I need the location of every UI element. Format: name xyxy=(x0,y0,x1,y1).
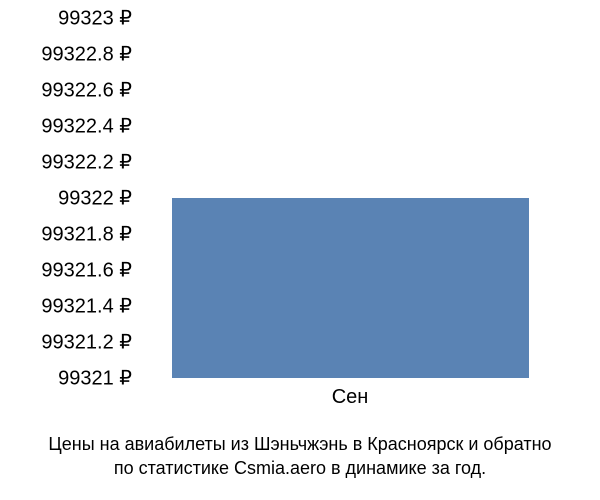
y-tick-label: 99322.8 ₽ xyxy=(41,42,140,67)
x-tick-label: Сен xyxy=(332,378,369,409)
y-tick-label: 99321.4 ₽ xyxy=(41,294,140,319)
y-tick-label: 99323 ₽ xyxy=(58,6,140,31)
y-tick-label: 99322 ₽ xyxy=(58,186,140,211)
bar xyxy=(172,198,529,378)
caption-line-2: по статистике Csmia.aero в динамике за г… xyxy=(114,458,486,478)
y-tick-label: 99321.2 ₽ xyxy=(41,330,140,355)
chart-caption: Цены на авиабилеты из Шэньчжэнь в Красно… xyxy=(0,432,600,481)
y-tick-label: 99322.6 ₽ xyxy=(41,78,140,103)
price-chart: 99321 ₽ 99321.2 ₽ 99321.4 ₽ 99321.6 ₽ 99321.… xyxy=(0,0,600,500)
y-tick-label: 99321 ₽ xyxy=(58,366,140,391)
y-tick-label: 99321.8 ₽ xyxy=(41,222,140,247)
y-tick-label: 99321.6 ₽ xyxy=(41,258,140,283)
y-tick-label: 99322.4 ₽ xyxy=(41,114,140,139)
y-tick-label: 99322.2 ₽ xyxy=(41,150,140,175)
plot-area: 99321 ₽99321.2 ₽99321.4 ₽99321.6 ₽99321.… xyxy=(140,18,560,378)
caption-line-1: Цены на авиабилеты из Шэньчжэнь в Красно… xyxy=(48,434,551,454)
